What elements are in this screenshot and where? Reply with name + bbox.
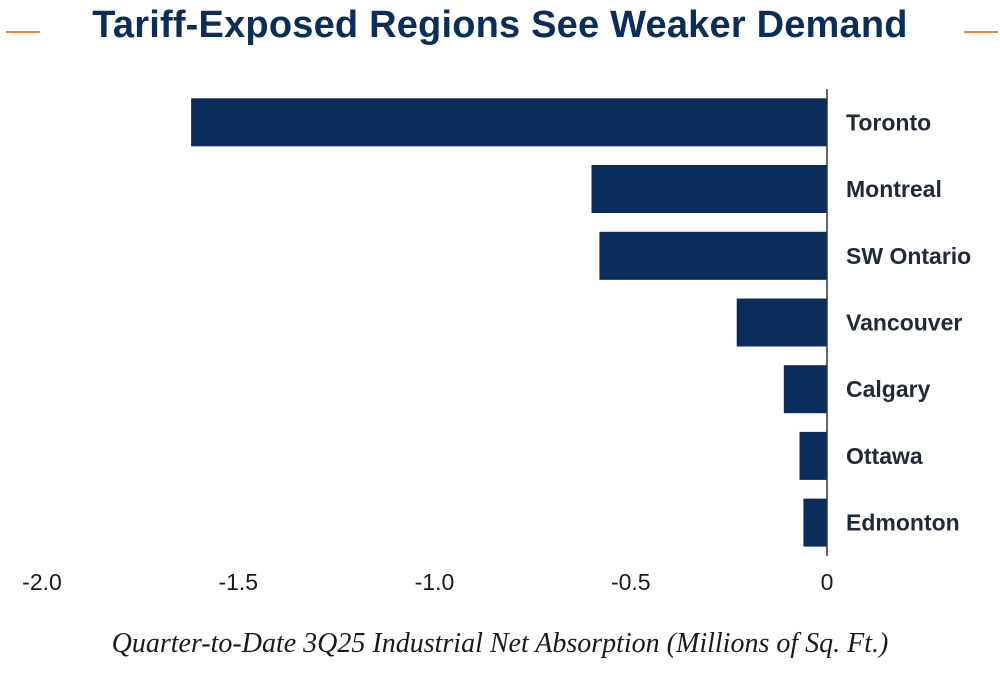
x-tick-label: 0 <box>821 569 834 595</box>
bar-sw-ontario <box>599 231 827 280</box>
x-tick-label: -2.0 <box>22 569 62 595</box>
bar-montreal <box>591 165 827 213</box>
bar-ottawa <box>799 431 827 480</box>
chart-title: Tariff-Exposed Regions See Weaker Demand <box>92 4 908 46</box>
title-accent-rule-right <box>964 31 998 33</box>
x-tick-label: -1.5 <box>218 569 258 595</box>
category-label-ottawa: Ottawa <box>846 443 923 469</box>
x-axis-ticks-group: -2.0 -1.5 -1.0 -0.5 0 <box>22 569 833 595</box>
x-axis-label: Quarter-to-Date 3Q25 Industrial Net Abso… <box>111 628 889 659</box>
category-label-vancouver: Vancouver <box>846 309 962 335</box>
bar-calgary <box>783 365 827 414</box>
category-label-sw-ontario: SW Ontario <box>846 243 971 269</box>
bars-group <box>191 98 828 547</box>
x-tick-label: -1.0 <box>415 569 455 595</box>
category-label-calgary: Calgary <box>846 376 931 402</box>
x-tick-label: -0.5 <box>611 569 651 595</box>
category-label-edmonton: Edmonton <box>846 510 960 536</box>
bar-vancouver <box>736 298 827 347</box>
bar-toronto <box>191 98 828 147</box>
category-label-toronto: Toronto <box>846 109 931 135</box>
category-label-montreal: Montreal <box>846 176 942 202</box>
category-labels-group: Toronto Montreal SW Ontario Vancouver Calgar… <box>846 109 971 535</box>
bar-edmonton <box>803 498 827 547</box>
title-accent-rule-left <box>6 31 40 33</box>
